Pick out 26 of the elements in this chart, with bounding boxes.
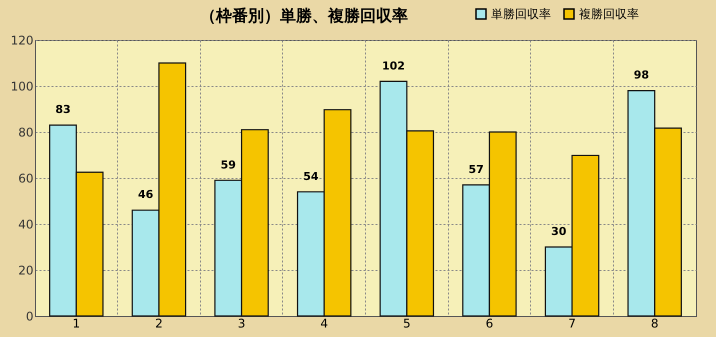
y-tick-label: 0 [26, 310, 34, 324]
x-tick-label: 5 [402, 316, 411, 330]
data-label: 30 [551, 225, 567, 238]
data-label: 102 [382, 59, 405, 72]
data-label: 57 [468, 162, 484, 176]
legend-label: 単勝回収率 [491, 7, 551, 21]
y-tick-label: 120 [10, 34, 34, 48]
data-label: 59 [220, 158, 236, 172]
x-tick-label: 6 [486, 316, 494, 330]
y-tick-label: 100 [10, 80, 34, 94]
data-label: 83 [55, 103, 71, 116]
x-tick-label: 1 [72, 316, 80, 330]
chart-title: （枠番別）単勝、複勝回収率 [200, 6, 408, 25]
y-tick-label: 20 [18, 264, 34, 278]
y-tick-label: 40 [18, 218, 34, 232]
x-tick-label: 7 [568, 316, 576, 330]
data-label: 46 [138, 188, 154, 202]
x-tick-label: 4 [320, 316, 328, 330]
x-tick-label: 8 [650, 316, 659, 330]
y-tick-label: 60 [18, 172, 34, 186]
data-label: 54 [303, 170, 319, 183]
legend-label: 複勝回収率 [579, 7, 639, 21]
x-tick-label: 3 [238, 316, 246, 330]
y-tick-label: 80 [18, 126, 34, 140]
data-label: 98 [634, 68, 650, 82]
x-tick-label: 2 [155, 316, 163, 330]
